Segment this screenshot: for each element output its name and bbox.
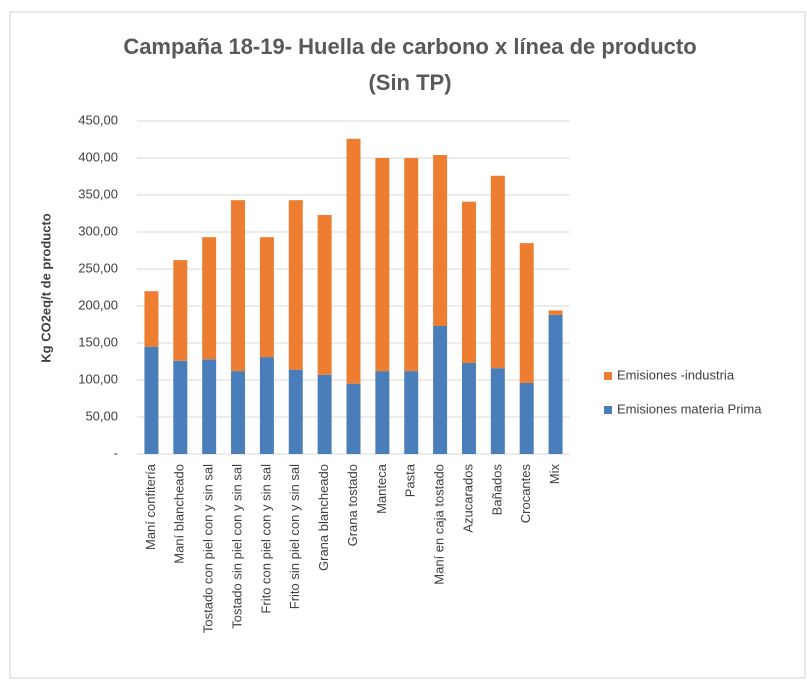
bar-segment	[317, 214, 332, 375]
x-tick-label: Crocantes	[518, 464, 533, 524]
legend-label: Emisiones -industria	[617, 367, 735, 382]
bar-segment	[288, 369, 303, 454]
x-tick-label: Pasta	[403, 463, 418, 497]
legend-label: Emisiones materia Prima	[617, 401, 762, 416]
bar-segment	[433, 155, 448, 326]
bar-segment	[288, 200, 303, 370]
x-tick-label: Maní en caja tostado	[432, 464, 447, 585]
y-tick-label: 200,00	[78, 297, 118, 312]
bar-segment	[519, 243, 534, 383]
y-tick-label: 250,00	[78, 260, 118, 275]
y-tick-label: 450,00	[78, 112, 118, 127]
legend-swatch	[604, 406, 612, 414]
bar-segment	[404, 371, 419, 454]
bar-segment	[346, 138, 361, 384]
bar-segment	[548, 314, 563, 454]
x-tick-label: Maní blancheado	[172, 464, 187, 564]
bar-segment	[202, 237, 217, 360]
y-tick-label: 100,00	[78, 371, 118, 386]
bar-segment	[404, 158, 419, 372]
bar-segment	[173, 360, 188, 454]
x-tick-label: Tostado con piel con y sin sal	[201, 464, 216, 633]
bar-segment	[461, 201, 476, 363]
bar-segment	[144, 346, 159, 454]
y-tick-label: 400,00	[78, 149, 118, 164]
y-tick-label: 50,00	[85, 408, 118, 423]
x-tick-label: Grana blancheado	[316, 464, 331, 571]
bar-segment	[144, 291, 159, 347]
x-tick-label: Manteca	[374, 463, 389, 514]
bar-segment	[259, 357, 274, 454]
chart-title: (Sin TP)	[368, 70, 451, 95]
bar-segment	[490, 175, 505, 369]
x-tick-label: Mix	[547, 464, 562, 485]
x-tick-label: Tostado sin piel con y sin sal	[229, 464, 244, 629]
bar-segment	[519, 382, 534, 454]
y-tick-label: -	[114, 445, 118, 460]
bar-segment	[173, 260, 188, 361]
y-tick-label: 300,00	[78, 223, 118, 238]
x-tick-label: Frito sin piel con y sin sal	[287, 464, 302, 609]
y-axis-label: Kg CO2eq/t de producto	[38, 213, 53, 363]
y-tick-label: 350,00	[78, 186, 118, 201]
bar-segment	[433, 325, 448, 454]
bar-segment	[317, 374, 332, 454]
x-tick-label: Bañados	[489, 464, 504, 516]
bar-segment	[231, 371, 246, 454]
chart-title: Campaña 18-19- Huella de carbono x línea…	[123, 34, 696, 59]
bar-segment	[259, 237, 274, 358]
bar-segment	[548, 310, 563, 315]
bar-segment	[461, 362, 476, 454]
bar-segment	[231, 200, 246, 372]
x-tick-label: Maní confitería	[143, 463, 158, 550]
legend-swatch	[604, 372, 612, 380]
x-tick-label: Frito con piel con y sin sal	[258, 464, 273, 614]
bar-segment	[375, 371, 390, 454]
bar-segment	[346, 383, 361, 454]
y-tick-label: 150,00	[78, 334, 118, 349]
x-tick-label: Grana tostado	[345, 464, 360, 546]
bar-segment	[375, 158, 390, 372]
bar-segment	[202, 359, 217, 454]
x-tick-label: Azucarados	[460, 464, 475, 533]
bar-segment	[490, 368, 505, 454]
